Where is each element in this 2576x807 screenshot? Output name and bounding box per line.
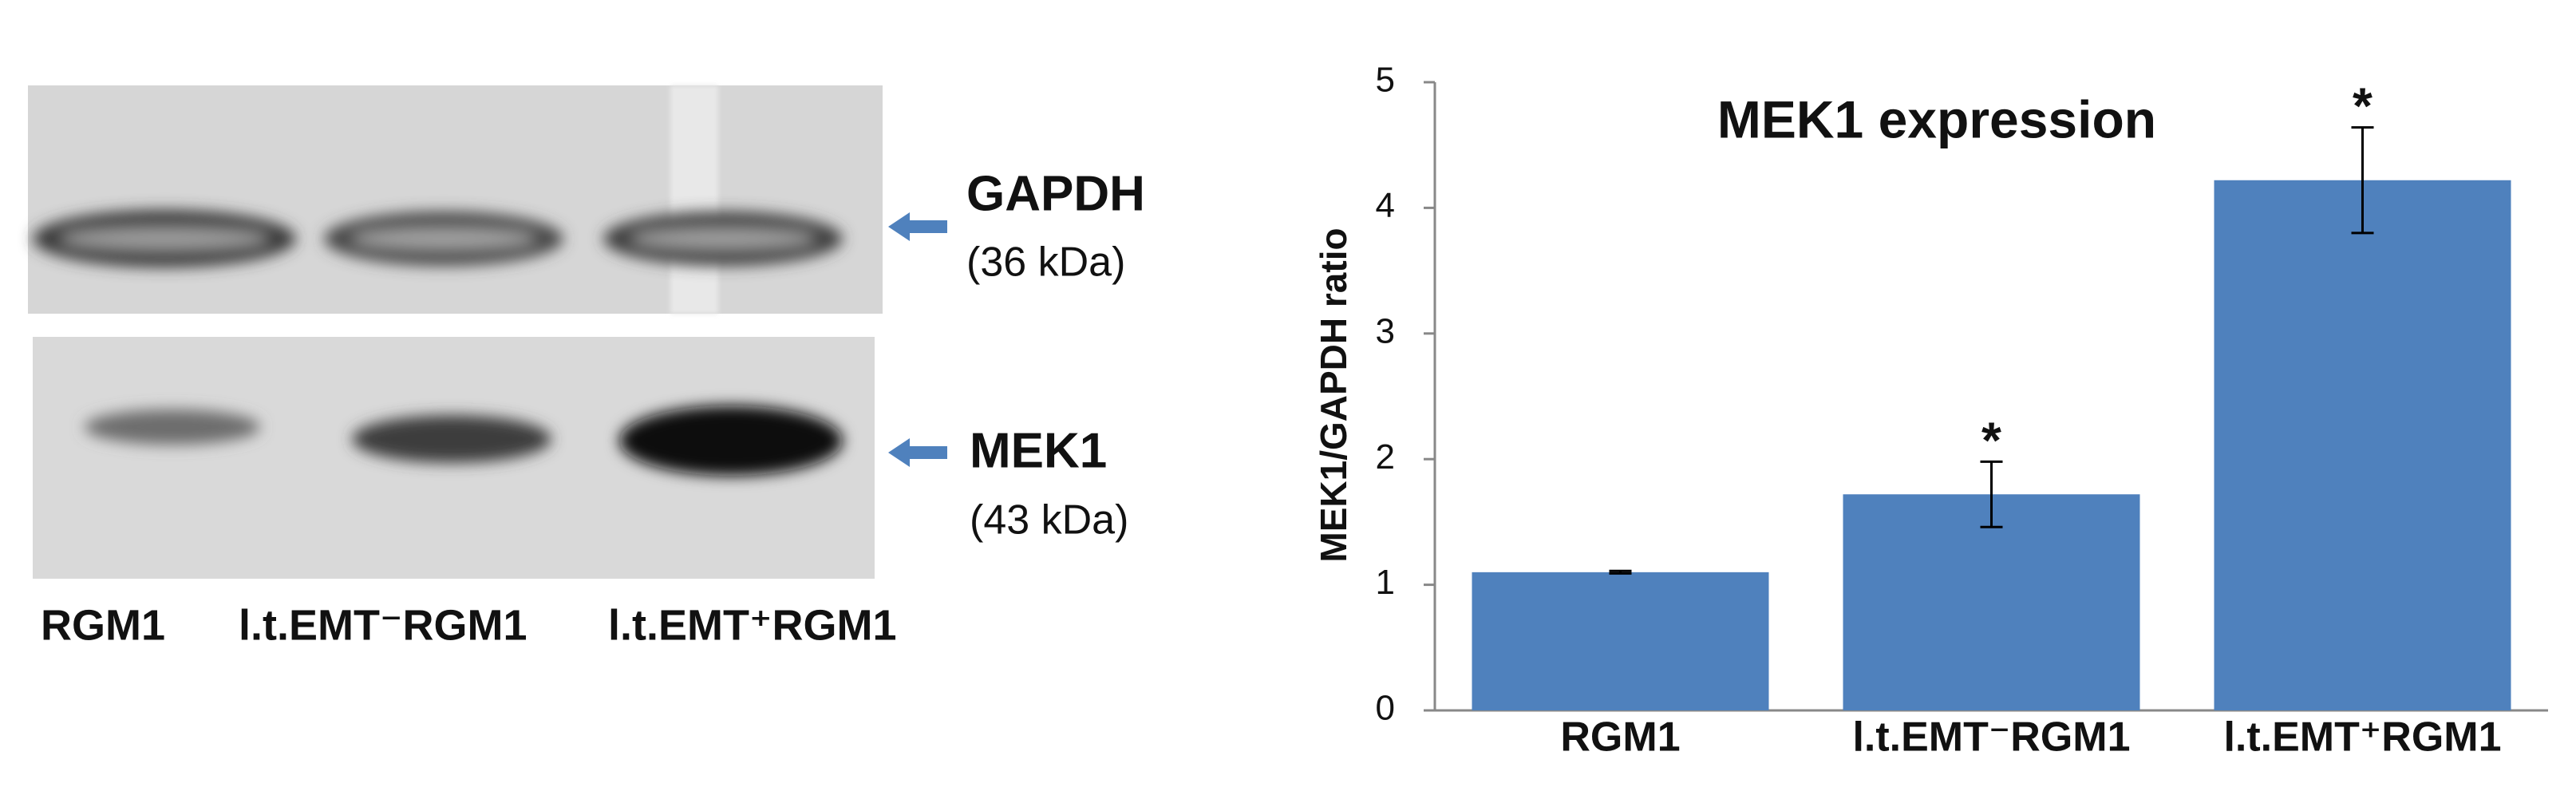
- y-tick-label: 1: [1376, 563, 1395, 602]
- band-size: (36 kDa): [966, 239, 1125, 286]
- x-tick-label: RGM1: [1560, 714, 1680, 761]
- y-axis-label: MEK1/GAPDH ratio: [1313, 227, 1354, 562]
- y-tick-label: 3: [1376, 311, 1395, 350]
- x-tick-label: l.t.EMT⁺RGM1: [2223, 714, 2501, 761]
- bar-chart: MEK1 expression MEK1/GAPDH ratio 0 1 2 3 4 5 R…: [1313, 61, 2548, 761]
- y-tick-label: 5: [1376, 61, 1395, 100]
- bar: [1843, 494, 2140, 710]
- band-name: MEK1: [970, 423, 1107, 478]
- bar: [2214, 180, 2511, 711]
- x-tick-label: l.t.EMT⁻RGM1: [1852, 714, 2130, 761]
- lane-label: l.t.EMT⁻RGM1: [239, 601, 527, 649]
- error-bar: [2351, 126, 2374, 235]
- y-tick-label: 2: [1376, 437, 1395, 477]
- y-tick-label: 4: [1376, 186, 1395, 225]
- y-tick-label: 0: [1376, 689, 1395, 728]
- arrow: [888, 212, 947, 241]
- arrow: [888, 438, 947, 467]
- significance-mark: *: [1981, 411, 2001, 469]
- gapdh-blot: [28, 85, 883, 314]
- significance-mark: *: [2353, 77, 2373, 135]
- band-name: GAPDH: [966, 166, 1145, 221]
- lane-label: l.t.EMT⁺RGM1: [608, 601, 897, 649]
- band-size: (43 kDa): [970, 497, 1128, 544]
- chart-title: MEK1 expression: [1717, 89, 2156, 148]
- error-bar: [1609, 569, 1632, 575]
- mek1-blot: [33, 337, 875, 579]
- lane-label: RGM1: [41, 601, 165, 649]
- error-bar: [1980, 460, 2003, 528]
- bar: [1472, 572, 1769, 710]
